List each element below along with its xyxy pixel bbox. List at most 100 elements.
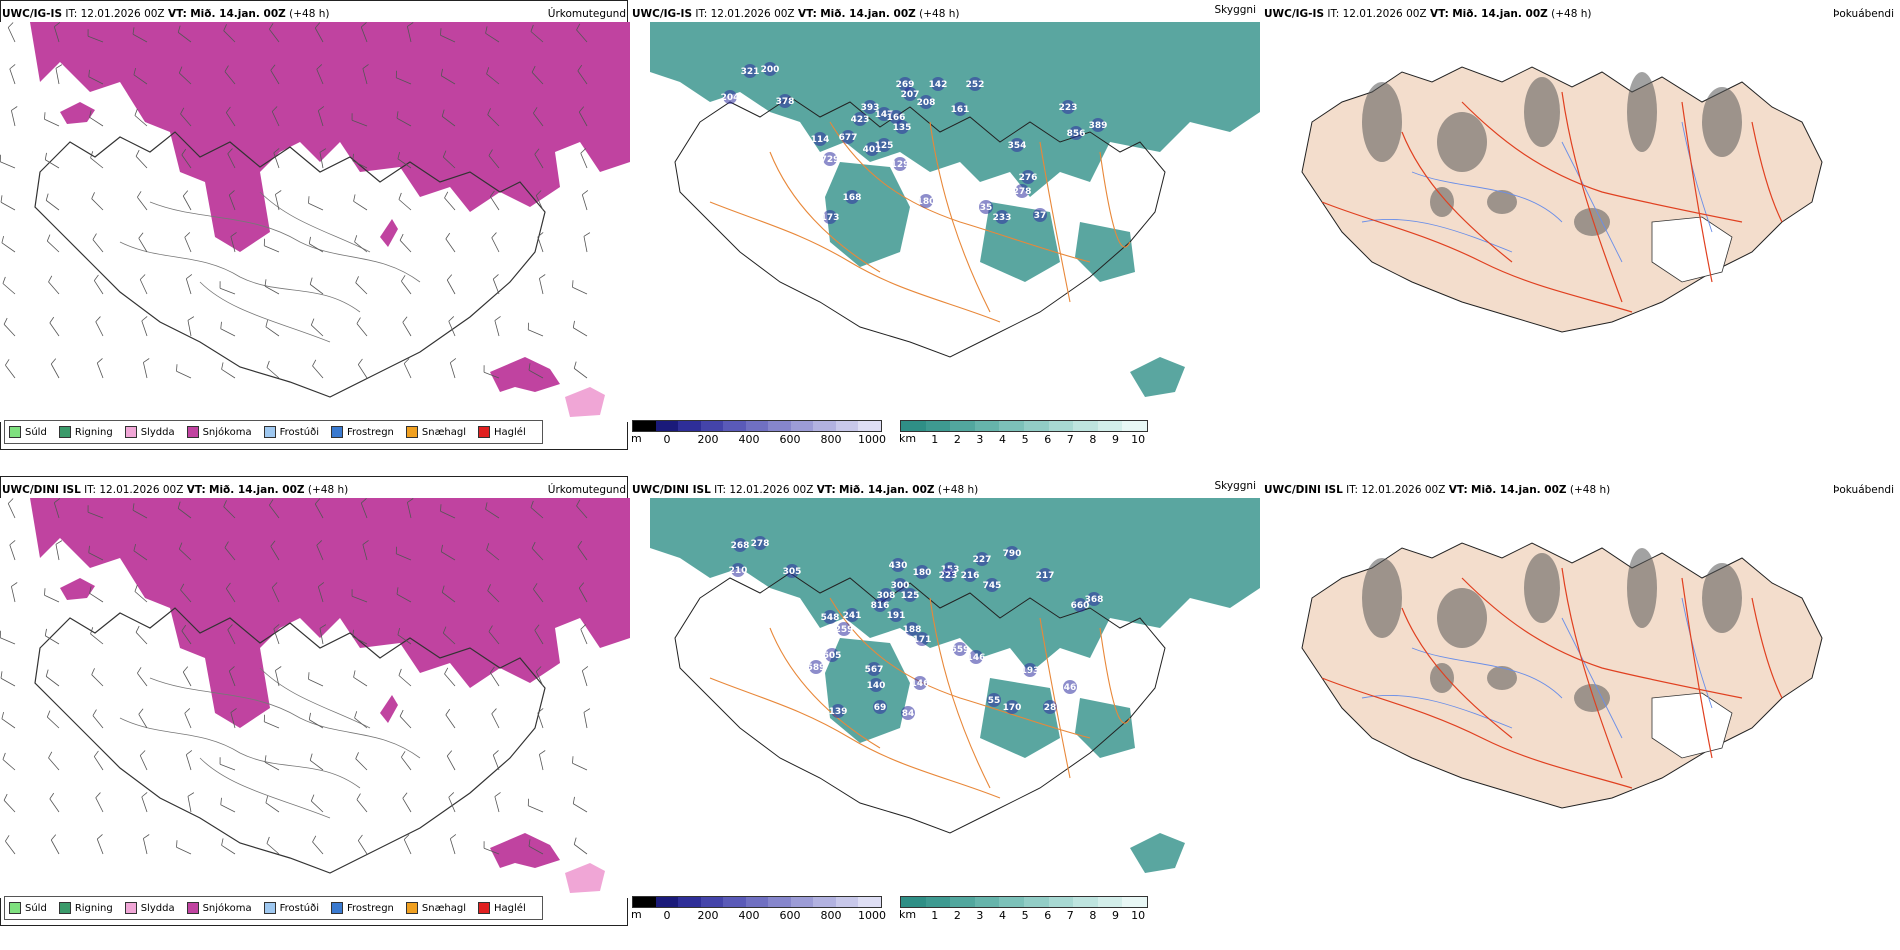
wind-barb bbox=[319, 624, 327, 645]
wind-barb bbox=[486, 67, 500, 85]
wind-barb bbox=[396, 111, 412, 127]
wind-barb bbox=[96, 834, 104, 855]
wind-barb bbox=[357, 358, 368, 379]
wind-barb bbox=[89, 110, 104, 127]
wind-barb bbox=[220, 321, 236, 337]
wind-barb bbox=[0, 195, 16, 211]
scale-color-step bbox=[745, 897, 769, 907]
wind-barb bbox=[354, 711, 368, 729]
wind-barb bbox=[5, 835, 16, 855]
cloud-base-label: 125 bbox=[901, 591, 920, 601]
wind-barb bbox=[271, 106, 280, 127]
wind-barb bbox=[45, 669, 60, 687]
scale-tick-label: 8 bbox=[1089, 909, 1097, 922]
wind-barb bbox=[139, 750, 148, 771]
wind-barb bbox=[3, 317, 16, 337]
wind-barb bbox=[141, 792, 148, 813]
scale-color-step bbox=[950, 897, 975, 907]
wind-barb bbox=[90, 151, 104, 169]
legend-swatch bbox=[405, 902, 418, 914]
wind-barb bbox=[354, 235, 368, 253]
cloud-base-label: 308 bbox=[877, 591, 896, 601]
fog-signal-area bbox=[1362, 82, 1402, 162]
scale-color-step bbox=[723, 897, 746, 907]
wind-barb bbox=[492, 274, 500, 295]
legend-item-frostregn: Frostregn bbox=[331, 902, 394, 914]
legend-swatch bbox=[263, 426, 276, 438]
wind-barb bbox=[483, 365, 500, 379]
wind-barb bbox=[310, 318, 324, 337]
wind-barb bbox=[88, 545, 104, 561]
scale-tick-label: 600 bbox=[779, 909, 801, 922]
wind-barb bbox=[221, 362, 236, 379]
visibility-scale-bar bbox=[900, 896, 1148, 908]
wind-barb bbox=[581, 666, 589, 687]
wind-barb bbox=[271, 582, 280, 603]
scale-tick-label: 6 bbox=[1044, 909, 1052, 922]
wind-barb bbox=[445, 232, 456, 253]
cloud-base-marker bbox=[903, 87, 917, 101]
valid-time-label: VT: bbox=[816, 484, 836, 496]
wind-barb bbox=[220, 797, 236, 813]
scale-color-step bbox=[723, 421, 746, 431]
cloud-base-marker bbox=[1073, 598, 1087, 612]
wind-barb bbox=[44, 112, 60, 127]
cloud-base-marker bbox=[893, 578, 907, 592]
wind-barb bbox=[441, 585, 456, 603]
wind-barb bbox=[224, 541, 236, 561]
cloud-base-marker bbox=[763, 62, 777, 76]
sleet-area bbox=[565, 863, 605, 893]
cloud-base-label: 37 bbox=[1034, 211, 1047, 221]
cloud-base-marker bbox=[867, 662, 881, 676]
lead-time: (+48 h) bbox=[919, 8, 960, 20]
cloud-base-label: 278 bbox=[751, 539, 770, 549]
wind-barb bbox=[2, 276, 16, 295]
cloud-base-marker bbox=[809, 660, 823, 674]
panel-title: Skyggni bbox=[1214, 480, 1257, 492]
wind-barb bbox=[317, 582, 325, 603]
wind-barb bbox=[488, 149, 500, 169]
wind-barb bbox=[489, 190, 500, 211]
cloud-base-label: 208 bbox=[917, 98, 936, 108]
cloud-base-marker bbox=[901, 706, 915, 720]
legend-swatch bbox=[9, 902, 21, 914]
scale-tick-label: 200 bbox=[697, 433, 719, 446]
scale-color-step bbox=[1023, 421, 1049, 431]
fog-indicator-map bbox=[1262, 22, 1898, 422]
scale-color-step bbox=[678, 421, 701, 431]
fog-signal-area bbox=[1524, 77, 1560, 147]
scale-tick-label: 7 bbox=[1066, 433, 1074, 446]
wind-barb bbox=[353, 194, 368, 211]
cloud-base-label: 430 bbox=[889, 561, 908, 571]
cloud-base-marker bbox=[919, 194, 933, 208]
wind-barb bbox=[362, 540, 369, 561]
wind-barb bbox=[55, 64, 63, 85]
cloud-base-marker bbox=[873, 700, 887, 714]
scale-color-step bbox=[1048, 421, 1074, 431]
scale-color-step bbox=[790, 421, 814, 431]
valid-time-label: VT: bbox=[1448, 484, 1468, 496]
wind-barb bbox=[269, 23, 280, 43]
panel-title: Þokuábendi bbox=[1833, 8, 1894, 20]
wind-barb bbox=[401, 751, 412, 771]
cloud-base-marker bbox=[831, 704, 845, 718]
wind-barb bbox=[308, 712, 324, 729]
snow-area bbox=[380, 695, 398, 723]
wind-barb bbox=[527, 798, 544, 813]
lead-time: (+48 h) bbox=[1569, 484, 1611, 496]
cloud-base-label: 114 bbox=[811, 135, 830, 145]
legend-label: Snæhagl bbox=[421, 426, 467, 438]
cloud-base-marker bbox=[733, 538, 747, 552]
wind-barb bbox=[273, 148, 280, 169]
wind-barb bbox=[440, 68, 456, 85]
wind-barb bbox=[184, 232, 192, 253]
snow-area bbox=[30, 498, 630, 728]
wind-barb bbox=[270, 540, 280, 561]
scale-color-step bbox=[633, 897, 656, 907]
model-row-2: Súld Rigning Slydda Snjókoma Frostúði Frostre… bbox=[0, 476, 1900, 950]
wind-barb bbox=[308, 196, 324, 211]
cloud-base-marker bbox=[975, 552, 989, 566]
wind-barb bbox=[219, 281, 236, 295]
init-time-value: 12.01.2026 00Z bbox=[1361, 484, 1446, 496]
